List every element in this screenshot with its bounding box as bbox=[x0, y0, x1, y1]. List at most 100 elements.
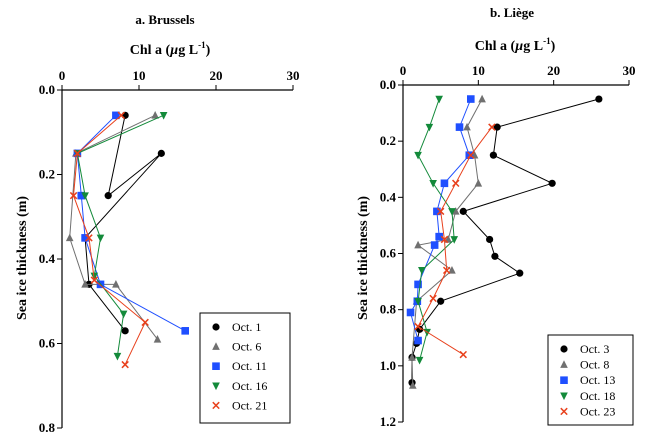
data-point-oct-8 bbox=[478, 94, 486, 103]
data-point-oct-18 bbox=[450, 236, 459, 244]
legend-marker bbox=[560, 392, 568, 401]
legend-marker bbox=[560, 345, 568, 353]
legend-marker bbox=[560, 360, 568, 368]
data-point-oct-18 bbox=[414, 151, 422, 160]
x-tick-label: 10 bbox=[472, 63, 485, 78]
data-point-oct-21 bbox=[141, 318, 149, 327]
data-point-oct-18 bbox=[425, 123, 434, 132]
legend-label: Oct. 16 bbox=[232, 379, 267, 393]
data-point-oct-23 bbox=[459, 350, 467, 359]
panel-brussels: a. Brussels Chl a (µg L-1) Sea ice thick… bbox=[15, 12, 300, 435]
data-point-oct-21 bbox=[85, 234, 93, 242]
data-point-oct-21 bbox=[90, 276, 99, 284]
data-point-oct-11 bbox=[112, 111, 120, 120]
data-point-oct-13 bbox=[455, 123, 464, 131]
y-tick-label: 1.2 bbox=[380, 414, 396, 429]
data-point-oct-21 bbox=[73, 149, 82, 158]
data-point-oct-6 bbox=[65, 233, 74, 242]
data-point-oct-18 bbox=[429, 179, 437, 188]
data-point-oct-21 bbox=[117, 111, 126, 120]
data-point-oct-3 bbox=[437, 297, 445, 305]
data-point-oct-3 bbox=[548, 179, 556, 187]
y-tick-label: 0.0 bbox=[380, 77, 396, 92]
data-point-oct-23 bbox=[429, 294, 437, 303]
data-point-oct-8 bbox=[463, 122, 471, 131]
data-point-oct-6 bbox=[112, 280, 120, 288]
data-point-oct-16 bbox=[113, 352, 122, 361]
legend-marker bbox=[560, 376, 568, 384]
data-point-oct-8 bbox=[448, 266, 456, 274]
legend-marker bbox=[212, 323, 220, 331]
legend-label: Oct. 13 bbox=[580, 373, 615, 387]
data-point-oct-21 bbox=[69, 191, 78, 200]
data-point-oct-1 bbox=[121, 111, 129, 119]
legend-label: Oct. 8 bbox=[580, 358, 609, 372]
data-point-oct-8 bbox=[474, 178, 483, 187]
legend-label: Oct. 21 bbox=[232, 398, 267, 412]
data-point-oct-8 bbox=[408, 381, 417, 389]
x-tick-label: 20 bbox=[210, 68, 223, 83]
data-point-oct-8 bbox=[414, 240, 422, 249]
data-point-oct-13 bbox=[433, 207, 441, 216]
x-tick-label: 30 bbox=[287, 68, 300, 83]
data-point-oct-6 bbox=[151, 111, 159, 119]
data-point-oct-1 bbox=[104, 192, 112, 200]
data-point-oct-18 bbox=[448, 208, 456, 216]
data-point-oct-13 bbox=[465, 151, 474, 160]
data-point-oct-16 bbox=[96, 234, 105, 243]
y-tick-label: 1.0 bbox=[380, 358, 396, 373]
series-line-oct-18 bbox=[417, 98, 455, 361]
legend-marker bbox=[560, 407, 568, 416]
data-point-oct-3 bbox=[493, 123, 501, 131]
data-point-oct-16 bbox=[159, 112, 168, 120]
data-point-oct-3 bbox=[491, 252, 499, 260]
legend-label: Oct. 18 bbox=[580, 389, 615, 403]
legend-brussels: Oct. 1 Oct. 6 Oct. 11 Oct. 16 Oct. 21 bbox=[199, 312, 291, 424]
data-point-oct-23 bbox=[436, 207, 445, 216]
y-tick-label: 0.4 bbox=[380, 189, 397, 204]
x-tick-label: 0 bbox=[400, 63, 407, 78]
data-point-oct-18 bbox=[435, 95, 443, 104]
data-point-oct-13 bbox=[467, 95, 475, 103]
data-point-oct-18 bbox=[414, 297, 422, 306]
data-point-oct-13 bbox=[414, 280, 422, 289]
data-point-oct-13 bbox=[406, 308, 415, 317]
legend-marker bbox=[212, 362, 220, 370]
data-point-oct-18 bbox=[415, 356, 424, 365]
data-point-oct-23 bbox=[488, 123, 496, 131]
legend-marker bbox=[212, 382, 220, 391]
data-point-oct-13 bbox=[430, 241, 439, 249]
legend-marker bbox=[212, 342, 220, 350]
data-point-oct-1 bbox=[157, 149, 165, 157]
series-line-oct-11 bbox=[76, 114, 186, 332]
x-axis-title-brussels: Chl a (µg L-1) bbox=[130, 40, 211, 58]
data-point-oct-3 bbox=[595, 95, 603, 103]
data-point-oct-23 bbox=[414, 322, 422, 331]
x-tick-label: 0 bbox=[59, 68, 66, 83]
y-tick-label: 0.2 bbox=[380, 133, 396, 148]
legend-label: Oct. 6 bbox=[232, 340, 261, 354]
data-point-oct-11 bbox=[81, 234, 89, 242]
legend-label: Oct. 11 bbox=[232, 359, 267, 373]
data-point-oct-16 bbox=[119, 310, 128, 319]
y-tick-label: 0.2 bbox=[39, 167, 55, 182]
y-axis-title-brussels: Sea ice thickness (m) bbox=[15, 196, 30, 320]
data-point-oct-13 bbox=[440, 179, 449, 188]
x-tick-label: 30 bbox=[623, 63, 636, 78]
x-tick-label: 20 bbox=[547, 63, 560, 78]
x-tick-label: 10 bbox=[133, 68, 146, 83]
data-point-oct-6 bbox=[81, 280, 89, 288]
data-point-oct-21 bbox=[121, 360, 129, 369]
data-point-oct-18 bbox=[418, 267, 426, 275]
x-axis-title-liege: Chl a (µg L-1) bbox=[475, 36, 556, 54]
legend-label: Oct. 1 bbox=[232, 320, 261, 334]
y-tick-label: 0.4 bbox=[39, 251, 56, 266]
series-line-oct-6 bbox=[69, 114, 158, 340]
data-point-oct-3 bbox=[516, 269, 524, 277]
legend-marker bbox=[212, 401, 220, 410]
data-point-oct-23 bbox=[452, 179, 460, 188]
data-point-oct-16 bbox=[90, 272, 99, 281]
data-point-oct-1 bbox=[121, 327, 129, 335]
data-point-oct-13 bbox=[435, 232, 443, 241]
